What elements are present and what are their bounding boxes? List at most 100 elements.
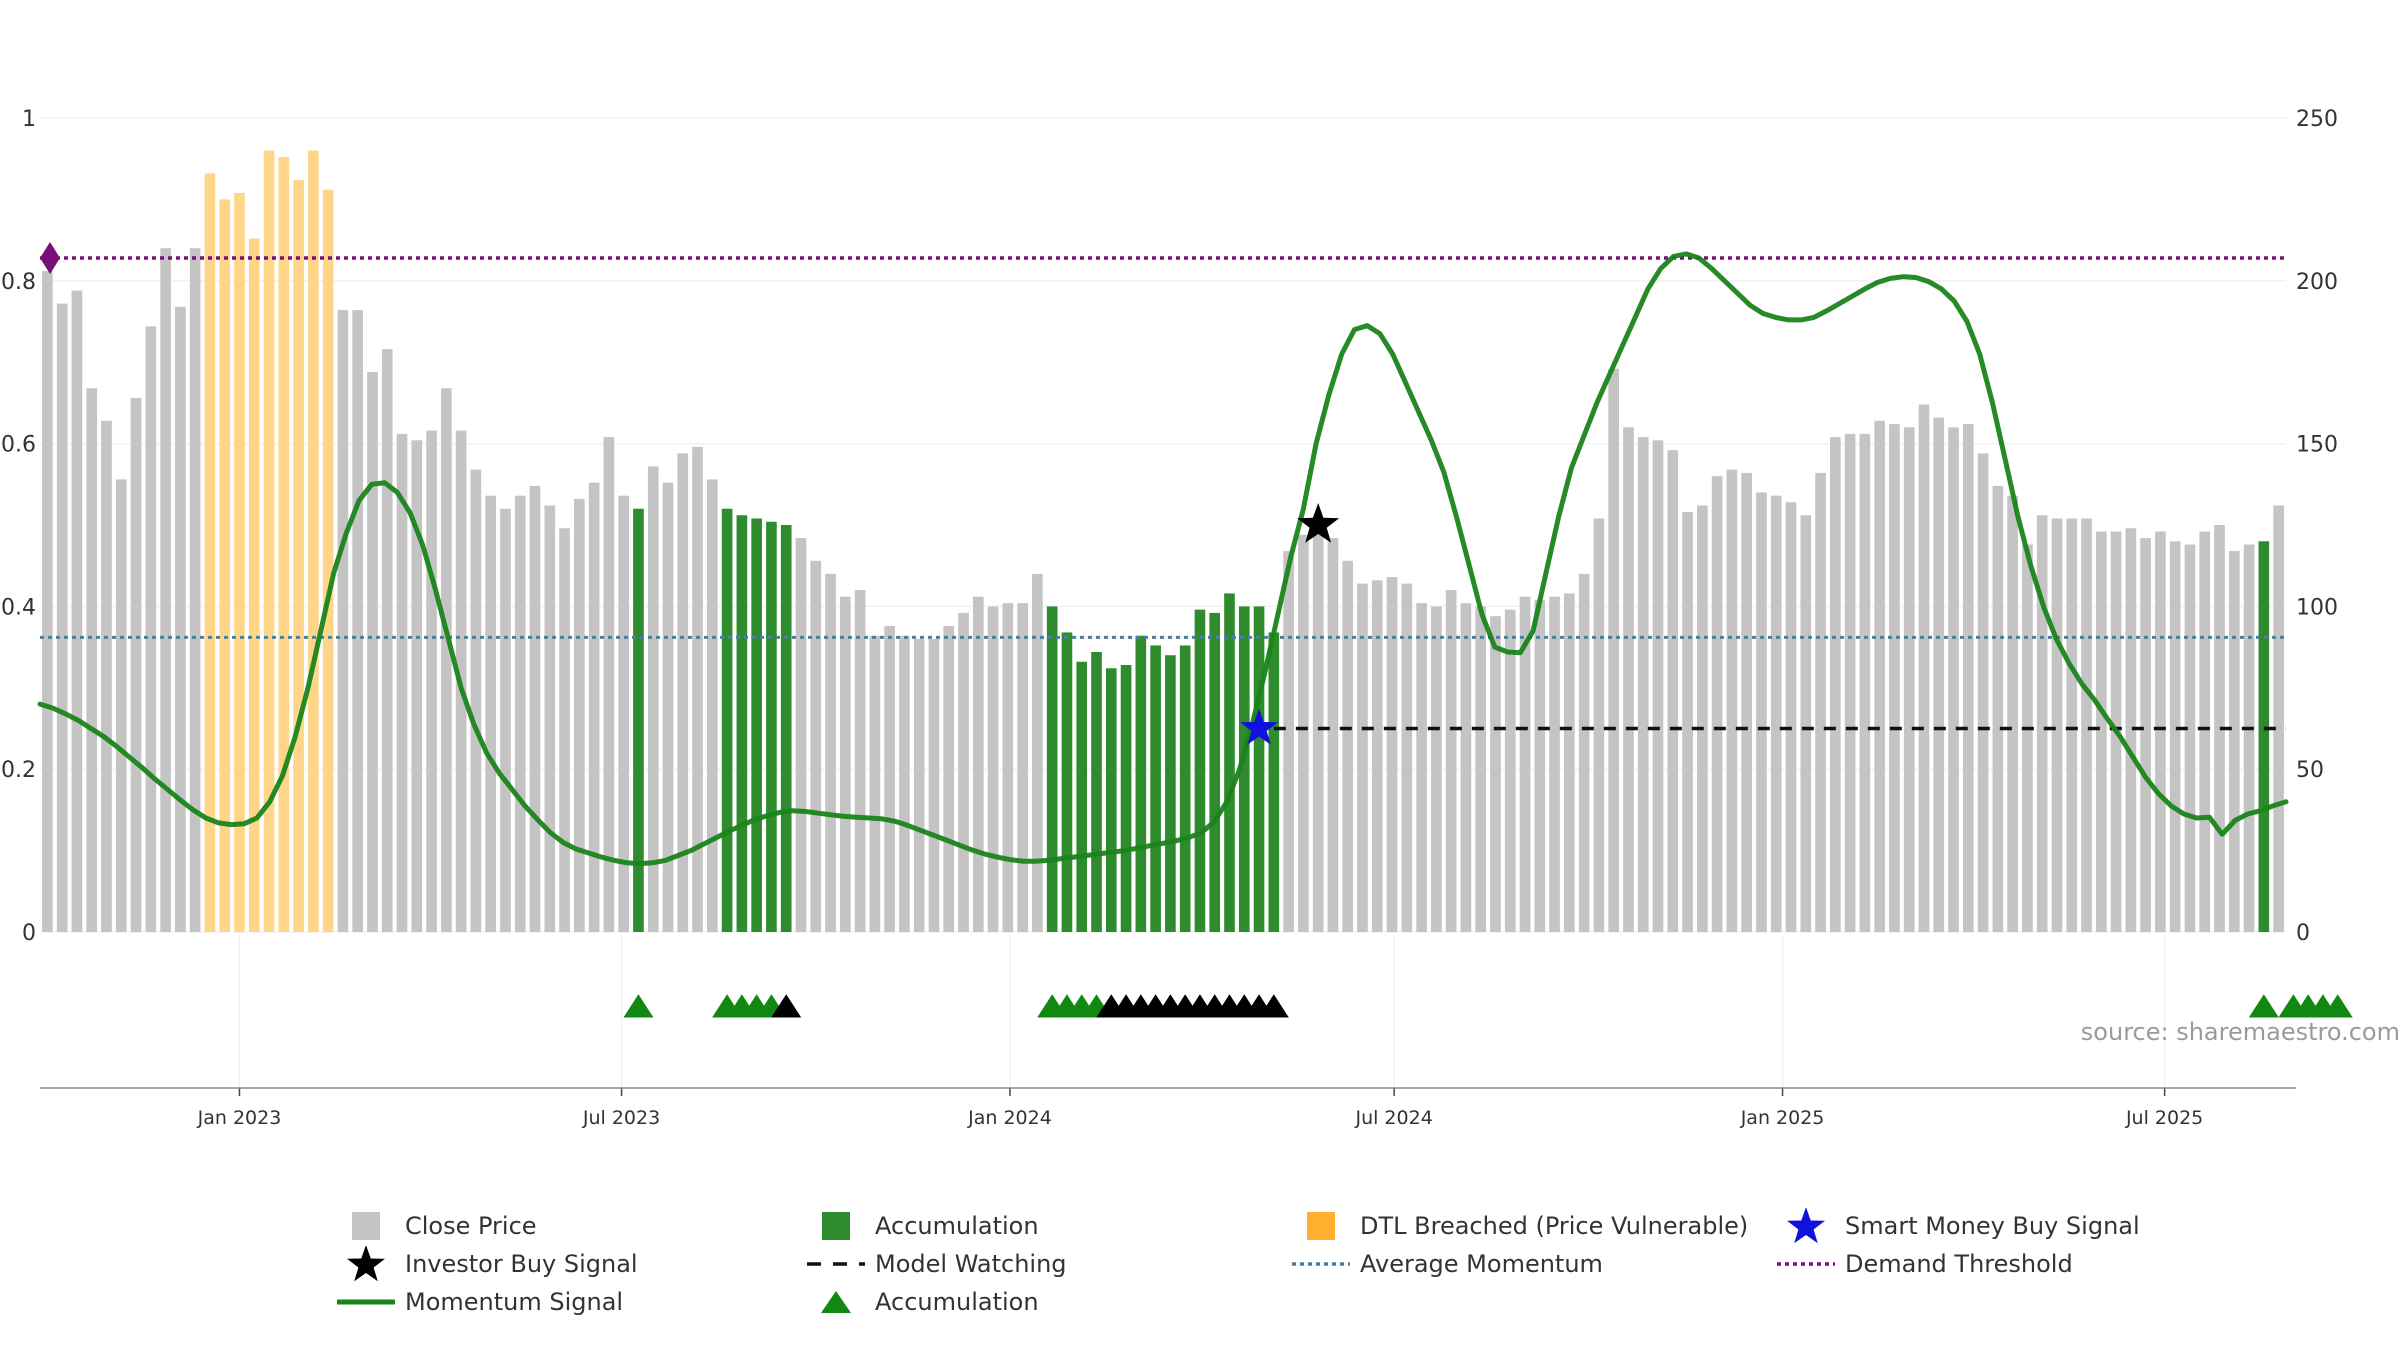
price-bar [721, 508, 733, 932]
legend-label: Average Momentum [1360, 1250, 1603, 1278]
accumulation-triangle [771, 994, 802, 1018]
price-bar [633, 508, 644, 932]
price-bar [293, 179, 304, 932]
price-bar [1490, 616, 1501, 932]
right-tick-label: 250 [2296, 107, 2338, 132]
price-bar [588, 482, 600, 932]
price-bar [337, 310, 349, 932]
price-bar [2095, 531, 2107, 932]
price-bar [1283, 551, 1294, 932]
legend-symbol-dot-purple [1775, 1246, 1839, 1282]
legend-item-avg: Average Momentum [1290, 1246, 1603, 1282]
x-tick-label: Jan 2023 [197, 1107, 282, 1129]
price-bar [1431, 606, 1442, 932]
price-bar [2125, 528, 2137, 932]
signal-lines [37, 251, 2289, 867]
price-bar [1032, 573, 1043, 932]
legend-symbol-star-blue [1775, 1208, 1839, 1244]
price-bar [1135, 635, 1147, 932]
left-tick-label: 0.4 [1, 595, 36, 620]
price-bar [175, 306, 186, 932]
price-bar [115, 479, 127, 932]
right-tick-label: 50 [2296, 758, 2324, 783]
price-bar [278, 157, 290, 932]
price-bar [736, 515, 748, 932]
price-bar [1534, 599, 1546, 932]
price-bar [1504, 609, 1516, 932]
price-bar [1076, 661, 1088, 932]
right-tick-label: 0 [2296, 921, 2310, 946]
price-bar [308, 150, 319, 932]
price-bar [1165, 655, 1176, 932]
price-bar [500, 508, 511, 932]
price-bar [2199, 531, 2211, 932]
price-bar [1002, 603, 1014, 932]
price-bar [1475, 606, 1487, 932]
price-bar [2273, 505, 2284, 932]
price-bar [1874, 420, 1885, 932]
price-bar [1061, 632, 1073, 932]
price-bar [751, 518, 762, 932]
price-bar [1549, 596, 1560, 932]
price-bar [1667, 450, 1679, 932]
price-bar [1918, 404, 1930, 932]
price-bar [1564, 593, 1575, 932]
price-bar [2228, 551, 2240, 932]
price-bar [86, 388, 98, 932]
legend-item-watching: Model Watching [805, 1246, 1067, 1282]
price-bar [1253, 606, 1265, 932]
price-bar [2036, 515, 2048, 932]
price-bar [56, 303, 68, 932]
price-bar [2243, 544, 2255, 932]
legend-item-momentum: Momentum Signal [335, 1284, 623, 1320]
accumulation-triangle [2248, 994, 2279, 1018]
legend: Close Price Accumulation DTL Breached (Pri… [0, 1200, 2400, 1340]
price-bar [913, 638, 925, 932]
price-bar [2051, 518, 2063, 932]
price-bar [1889, 424, 1900, 932]
price-bar [1608, 368, 1619, 932]
legend-symbol-triangle-green [805, 1284, 869, 1320]
price-bar [943, 625, 955, 932]
price-bar [1312, 534, 1324, 932]
price-bar [839, 596, 851, 932]
price-bar [869, 635, 881, 932]
price-bar [766, 521, 777, 932]
price-bar [1830, 437, 1841, 932]
price-bar [544, 505, 556, 932]
left-tick-label: 0.2 [1, 758, 36, 783]
x-tick-label: Jul 2023 [582, 1107, 660, 1129]
price-bar [352, 310, 364, 932]
price-bar [603, 437, 615, 932]
price-bar [1091, 651, 1102, 932]
price-bar [2081, 518, 2092, 932]
legend-label: Smart Money Buy Signal [1845, 1212, 2140, 1240]
right-tick-label: 200 [2296, 270, 2338, 295]
price-bar [780, 525, 792, 932]
legend-symbol-line-green [335, 1284, 399, 1320]
price-bar [1948, 427, 1959, 932]
price-bar [189, 248, 201, 933]
price-bar [884, 625, 895, 932]
price-bar [160, 248, 171, 933]
price-bar [1194, 609, 1206, 932]
price-bar [1977, 453, 1989, 932]
legend-symbol-square-green [805, 1208, 869, 1244]
legend-symbol-star-black [335, 1246, 399, 1282]
price-bar [1298, 534, 1309, 932]
price-bar [1652, 440, 1664, 932]
legend-label: DTL Breached (Price Vulnerable) [1360, 1212, 1749, 1240]
price-bar [795, 538, 807, 932]
legend-label: Accumulation [875, 1212, 1039, 1240]
legend-item-accum_bar: Accumulation [805, 1208, 1039, 1244]
price-bar [854, 590, 866, 932]
x-tick-label: Jan 2024 [967, 1107, 1052, 1129]
price-bar [514, 495, 526, 932]
price-bar [2140, 538, 2151, 932]
accumulation-triangle [623, 994, 654, 1018]
price-bar [1933, 417, 1945, 932]
left-tick-label: 0.8 [1, 270, 36, 295]
accumulation-triangle [1258, 994, 1289, 1018]
price-bar [1593, 518, 1605, 932]
price-bar [426, 430, 437, 932]
